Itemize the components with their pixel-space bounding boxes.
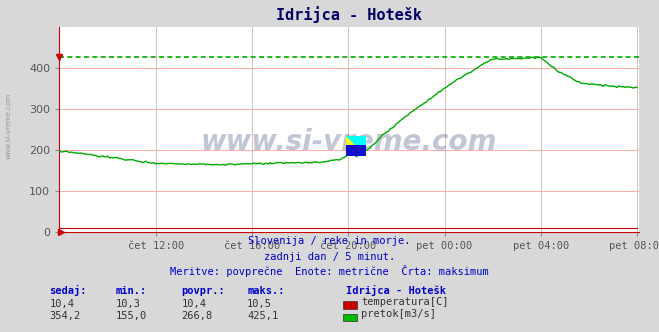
Text: Idrijca - Hotešk: Idrijca - Hotešk xyxy=(346,285,446,296)
Title: Idrijca - Hotešk: Idrijca - Hotešk xyxy=(276,6,422,23)
Text: temperatura[C]: temperatura[C] xyxy=(361,297,449,307)
Bar xyxy=(346,145,366,156)
Text: 354,2: 354,2 xyxy=(49,311,80,321)
Text: pretok[m3/s]: pretok[m3/s] xyxy=(361,309,436,319)
Text: Slovenija / reke in morje.: Slovenija / reke in morje. xyxy=(248,236,411,246)
Text: 425,1: 425,1 xyxy=(247,311,278,321)
Text: min.:: min.: xyxy=(115,286,146,296)
Text: maks.:: maks.: xyxy=(247,286,285,296)
Text: Meritve: povprečne  Enote: metrične  Črta: maksimum: Meritve: povprečne Enote: metrične Črta:… xyxy=(170,265,489,277)
Text: sedaj:: sedaj: xyxy=(49,285,87,296)
Text: zadnji dan / 5 minut.: zadnji dan / 5 minut. xyxy=(264,252,395,262)
Text: 10,3: 10,3 xyxy=(115,299,140,309)
Text: 10,4: 10,4 xyxy=(49,299,74,309)
Text: 266,8: 266,8 xyxy=(181,311,212,321)
Text: povpr.:: povpr.: xyxy=(181,286,225,296)
Text: 10,4: 10,4 xyxy=(181,299,206,309)
Bar xyxy=(346,136,366,156)
Text: 155,0: 155,0 xyxy=(115,311,146,321)
Text: www.si-vreme.com: www.si-vreme.com xyxy=(201,128,498,156)
Polygon shape xyxy=(346,136,366,156)
Text: 10,5: 10,5 xyxy=(247,299,272,309)
Text: www.si-vreme.com: www.si-vreme.com xyxy=(5,93,12,159)
